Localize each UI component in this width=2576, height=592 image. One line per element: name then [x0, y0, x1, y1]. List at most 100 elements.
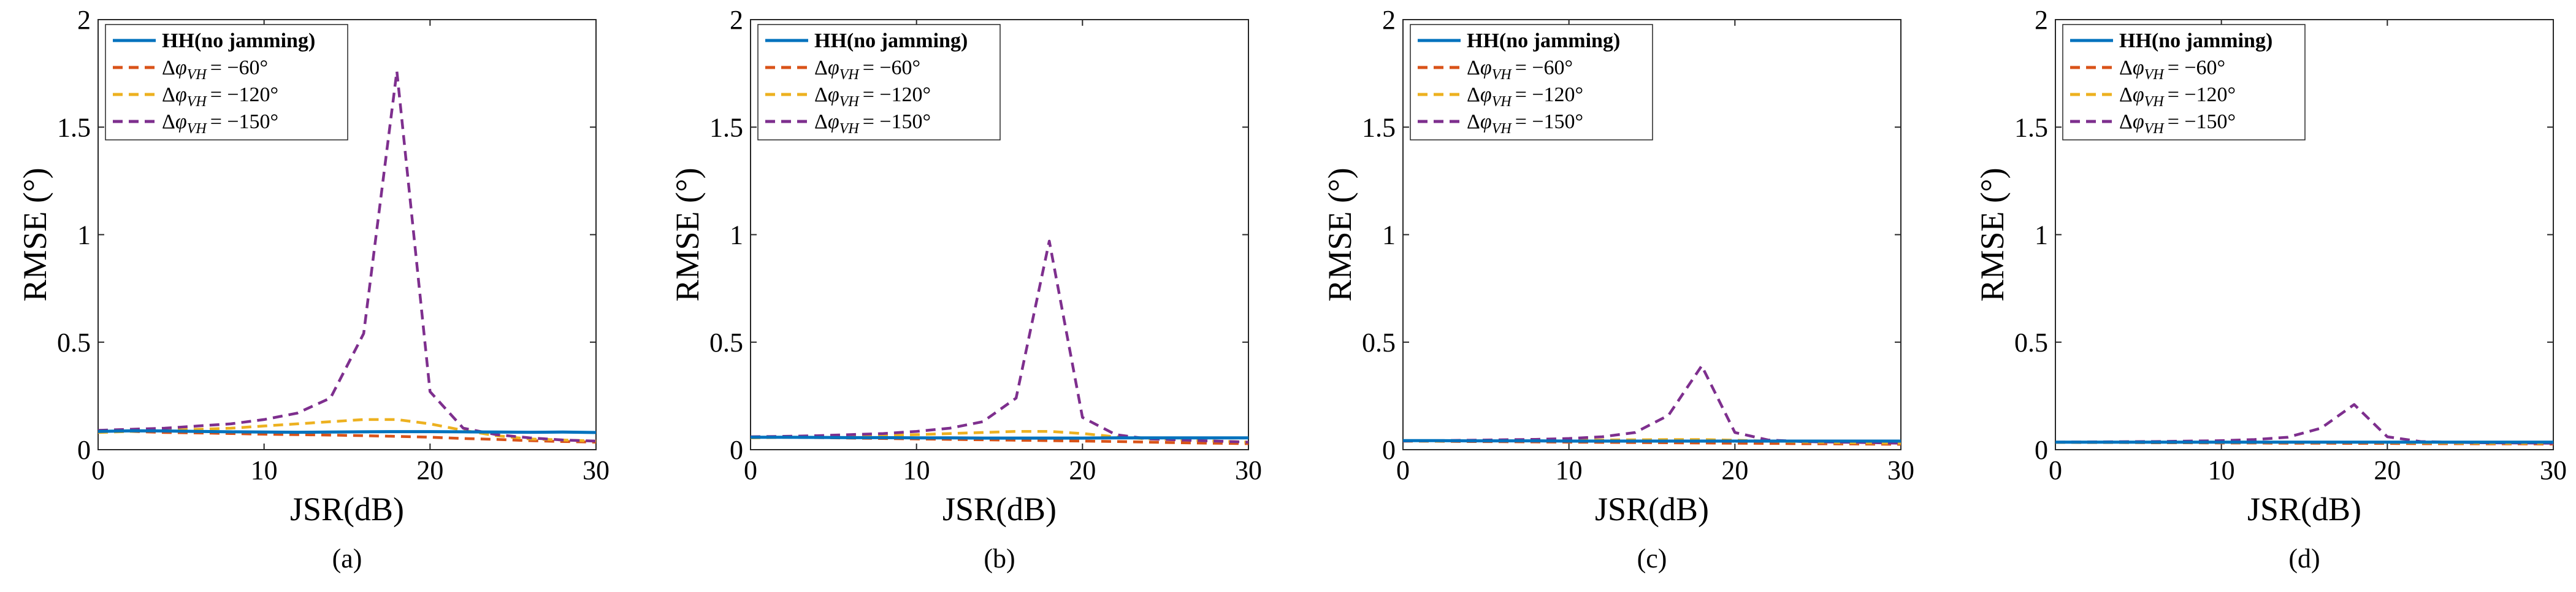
x-axis-title: JSR(dB) [290, 491, 404, 528]
legend-box [757, 24, 1001, 140]
legend-label-d150: ΔφVH = −150° [2119, 110, 2236, 137]
legend-phi: φ [1480, 83, 1492, 106]
legend-value: = −60° [863, 56, 920, 79]
y-axis-title: RMSE (°) [669, 167, 706, 301]
panel-caption: (c) [1637, 544, 1667, 574]
legend-subscript: VH [187, 121, 208, 137]
legend-label-d150: ΔφVH = −150° [814, 110, 931, 137]
legend-label-d60: ΔφVH = −60° [1467, 56, 1573, 83]
series-line-hh [97, 429, 597, 434]
legend-value: = −120° [863, 83, 931, 106]
legend-label-d120: ΔφVH = −120° [2119, 83, 2236, 110]
x-tick-label: 20 [1069, 455, 1096, 485]
legend-delta: Δ [814, 83, 828, 106]
legend: HH(no jamming)ΔφVH = −60°ΔφVH = −120°ΔφVH =… [757, 24, 1001, 140]
legend-label-d60: ΔφVH = −60° [2119, 56, 2225, 83]
series-line-hh [1403, 439, 1901, 443]
legend-subscript: VH [2144, 121, 2165, 137]
x-tick-label: 20 [1721, 455, 1748, 485]
legend-phi: φ [175, 83, 187, 106]
legend-value: = −150° [1515, 110, 1583, 133]
legend-delta: Δ [1467, 56, 1480, 79]
legend-phi: φ [175, 56, 187, 79]
x-axis-title: JSR(dB) [942, 491, 1057, 528]
legend-label-d120: ΔφVH = −120° [814, 83, 931, 110]
x-tick-label: 30 [583, 455, 610, 485]
x-tick-label: 10 [903, 455, 930, 485]
y-axis-title: RMSE (°) [1974, 167, 2011, 301]
series-line-hh [751, 436, 1248, 440]
y-tick-label: 1.5 [1362, 112, 1396, 142]
legend-delta: Δ [1467, 110, 1480, 133]
legend-delta: Δ [162, 56, 175, 79]
x-tick-label: 0 [91, 455, 105, 485]
series-line-d150 [97, 69, 597, 443]
legend-phi: φ [1480, 56, 1492, 79]
y-tick-label: 0.5 [709, 328, 743, 358]
legend-phi: φ [828, 56, 839, 79]
y-tick-label: 0.5 [2014, 328, 2048, 358]
y-tick-label: 0 [77, 435, 91, 465]
y-tick-label: 1 [77, 220, 91, 250]
legend-subscript: VH [2144, 67, 2165, 83]
legend-label-text: HH(no jamming) [2119, 29, 2272, 52]
y-axis-title: RMSE (°) [17, 167, 53, 301]
legend-value: = −150° [2168, 110, 2236, 133]
y-tick-label: 2 [77, 5, 91, 35]
legend-label-hh: HH(no jamming) [814, 29, 968, 52]
legend-label-d150: ΔφVH = −150° [1467, 110, 1583, 137]
x-axis-title: JSR(dB) [1595, 491, 1709, 528]
legend-label-hh: HH(no jamming) [162, 29, 315, 52]
y-tick-label: 1 [1382, 220, 1396, 250]
series-line-d150 [750, 239, 1249, 444]
x-tick-label: 10 [2208, 455, 2235, 485]
legend-delta: Δ [814, 56, 828, 79]
y-tick-label: 0 [2035, 435, 2048, 465]
legend-value: = −60° [210, 56, 268, 79]
legend-label-d120: ΔφVH = −120° [162, 83, 278, 110]
legend-phi: φ [2133, 83, 2144, 106]
chart-panel-4: 0 10 20 30 0 0.5 1 1.5 2 JSR(dB) RMSE (°) (d) HH(no … [1974, 5, 2567, 574]
x-tick-label: 20 [2374, 455, 2401, 485]
y-tick-label: 2 [2035, 5, 2048, 35]
legend-value: = −120° [210, 83, 278, 106]
legend: HH(no jamming)ΔφVH = −60°ΔφVH = −120°ΔφVH =… [2062, 24, 2306, 140]
legend-subscript: VH [839, 67, 860, 83]
legend-subscript: VH [1492, 94, 1513, 110]
legend-value: = −60° [1515, 56, 1573, 79]
legend-label-text: HH(no jamming) [162, 29, 315, 52]
legend-subscript: VH [839, 121, 860, 137]
chart-panel-3: 0 10 20 30 0 0.5 1 1.5 2 JSR(dB) RMSE (°) (c) HH(no … [1321, 5, 1914, 574]
x-axis-title: JSR(dB) [2247, 491, 2361, 528]
legend-delta: Δ [162, 83, 175, 106]
chart-panel-1: 0 10 20 30 0 0.5 1 1.5 2 JSR(dB) RMSE (°) (a) HH(no … [17, 5, 610, 574]
legend-label-d150: ΔφVH = −150° [162, 110, 278, 137]
y-tick-label: 1.5 [2014, 112, 2048, 142]
x-tick-label: 0 [2049, 455, 2062, 485]
legend-label-text: HH(no jamming) [1467, 29, 1620, 52]
y-tick-label: 0.5 [57, 328, 91, 358]
legend-phi: φ [1480, 110, 1492, 133]
legend-label-d60: ΔφVH = −60° [162, 56, 268, 83]
legend-delta: Δ [2119, 110, 2133, 133]
y-axis-title: RMSE (°) [1321, 167, 1358, 301]
legend-label-d120: ΔφVH = −120° [1467, 83, 1583, 110]
legend-value: = −60° [2168, 56, 2225, 79]
legend-delta: Δ [2119, 83, 2133, 106]
legend-value: = −150° [210, 110, 278, 133]
y-tick-label: 2 [730, 5, 743, 35]
legend: HH(no jamming)ΔφVH = −60°ΔφVH = −120°ΔφVH =… [105, 24, 348, 140]
legend-label-d60: ΔφVH = −60° [814, 56, 920, 83]
legend-label-text: HH(no jamming) [814, 29, 968, 52]
x-tick-label: 0 [1396, 455, 1410, 485]
y-tick-label: 0.5 [1362, 328, 1396, 358]
x-tick-label: 10 [251, 455, 278, 485]
y-tick-label: 1 [730, 220, 743, 250]
x-tick-label: 0 [744, 455, 757, 485]
legend-phi: φ [828, 110, 839, 133]
legend-value: = −120° [1515, 83, 1583, 106]
y-tick-label: 0 [1382, 435, 1396, 465]
legend-phi: φ [828, 83, 839, 106]
chart-panel-2: 0 10 20 30 0 0.5 1 1.5 2 JSR(dB) RMSE (°) (b) HH(no … [669, 5, 1262, 574]
legend-phi: φ [2133, 56, 2144, 79]
